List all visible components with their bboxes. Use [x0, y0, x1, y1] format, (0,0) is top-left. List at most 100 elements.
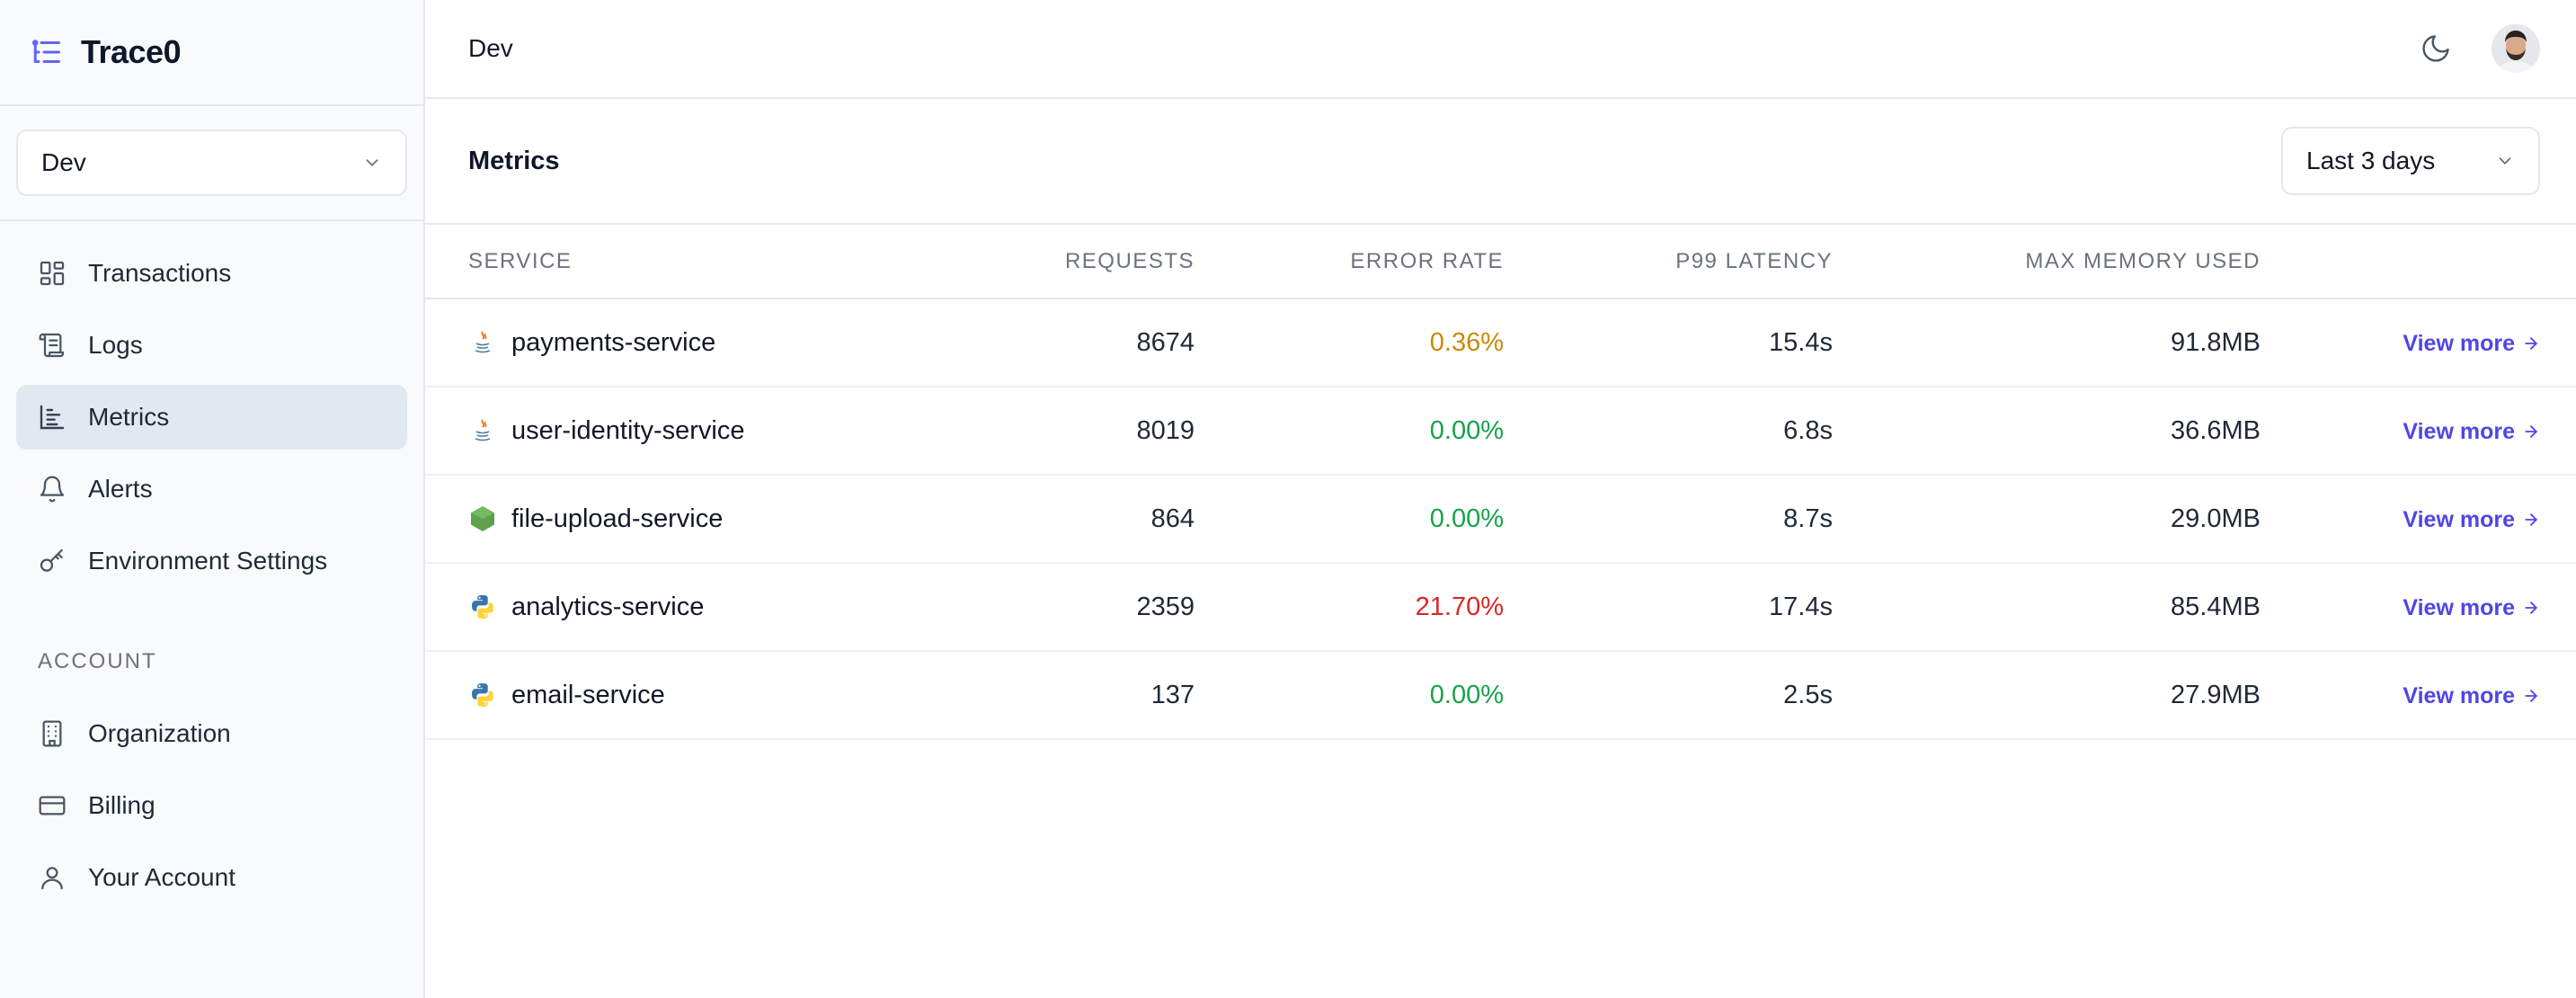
view-more-link[interactable]: View more: [2403, 507, 2540, 533]
error-rate-cell: 21.70%: [1195, 563, 1504, 652]
memory-cell: 36.6MB: [1833, 387, 2261, 476]
sidebar-item-your-account[interactable]: Your Account: [16, 845, 407, 910]
p99-latency-cell: 8.7s: [1504, 475, 1833, 564]
sidebar-item-label: Your Account: [88, 863, 235, 891]
p99-latency-cell: 15.4s: [1504, 299, 1833, 388]
requests-cell: 8674: [928, 299, 1195, 388]
table-row[interactable]: payments-service 8674 0.36% 15.4s 91.8MB…: [425, 299, 2576, 388]
account-section-label: ACCOUNT: [38, 649, 157, 673]
chevron-down-icon: [2495, 151, 2515, 171]
python-icon: [468, 681, 497, 709]
sidebar-item-transactions[interactable]: Transactions: [16, 241, 407, 306]
environment-select-value: Dev: [41, 148, 86, 176]
view-more-label: View more: [2403, 418, 2515, 444]
brand-name: Trace0: [81, 33, 182, 70]
metrics-header: Metrics Last 3 days: [425, 99, 2576, 225]
bar-chart-icon: [38, 403, 67, 432]
table-row[interactable]: file-upload-service 864 0.00% 8.7s 29.0M…: [425, 475, 2576, 564]
user-icon: [38, 863, 67, 892]
top-bar: Dev: [425, 0, 2576, 99]
error-rate-cell: 0.36%: [1195, 299, 1504, 388]
service-name: user-identity-service: [511, 415, 745, 445]
view-more-link[interactable]: View more: [2403, 683, 2540, 709]
memory-cell: 29.0MB: [1833, 475, 2261, 564]
environment-switcher-wrap: Dev: [0, 106, 423, 221]
error-rate-cell: 0.00%: [1195, 387, 1504, 476]
p99-latency-cell: 6.8s: [1504, 387, 1833, 476]
sidebar-item-environment-settings[interactable]: Environment Settings: [16, 529, 407, 593]
view-more-label: View more: [2403, 682, 2515, 708]
time-range-value: Last 3 days: [2306, 147, 2436, 174]
bell-icon: [38, 475, 67, 503]
error-rate-cell: 0.00%: [1195, 475, 1504, 564]
service-name: payments-service: [511, 327, 716, 357]
top-actions: [2420, 24, 2540, 73]
sidebar-item-logs[interactable]: Logs: [16, 313, 407, 378]
metrics-table: SERVICE REQUESTS ERROR RATE P99 LATENCY …: [425, 225, 2576, 740]
view-more-label: View more: [2403, 330, 2515, 356]
service-name: analytics-service: [511, 592, 705, 621]
sidebar-nav: Transactions Logs Metrics Alerts: [0, 221, 423, 910]
service-name: file-upload-service: [511, 503, 724, 533]
table-row[interactable]: email-service 137 0.00% 2.5s 27.9MB View…: [425, 651, 2576, 740]
sidebar-item-alerts[interactable]: Alerts: [16, 457, 407, 521]
memory-cell: 91.8MB: [1833, 299, 2261, 388]
view-more-label: View more: [2403, 594, 2515, 620]
arrow-right-icon: [2522, 423, 2540, 441]
view-more-link[interactable]: View more: [2403, 419, 2540, 445]
nodejs-icon: [468, 504, 497, 533]
list-tree-icon: [31, 36, 63, 68]
requests-cell: 137: [928, 651, 1195, 740]
dashboard-icon: [38, 259, 67, 288]
main-content: Dev Metrics Last 3 d: [425, 0, 2576, 998]
column-header-max-memory: MAX MEMORY USED: [1833, 225, 2261, 299]
view-more-link[interactable]: View more: [2403, 595, 2540, 621]
brand[interactable]: Trace0: [0, 0, 423, 106]
column-header-actions: [2261, 225, 2576, 299]
python-icon: [468, 593, 497, 621]
chevron-down-icon: [362, 153, 382, 173]
table-row[interactable]: analytics-service 2359 21.70% 17.4s 85.4…: [425, 563, 2576, 652]
column-header-service: SERVICE: [425, 225, 928, 299]
sidebar-item-label: Alerts: [88, 475, 153, 503]
requests-cell: 864: [928, 475, 1195, 564]
p99-latency-cell: 17.4s: [1504, 563, 1833, 652]
sidebar: Trace0 Dev Transactions Logs: [0, 0, 425, 998]
column-header-p99-latency: P99 LATENCY: [1504, 225, 1833, 299]
error-rate-cell: 0.00%: [1195, 651, 1504, 740]
column-header-requests: REQUESTS: [928, 225, 1195, 299]
sidebar-item-label: Organization: [88, 719, 231, 747]
building-icon: [38, 719, 67, 748]
view-more-label: View more: [2403, 506, 2515, 532]
sidebar-item-billing[interactable]: Billing: [16, 773, 407, 838]
environment-select[interactable]: Dev: [16, 129, 407, 196]
metrics-title: Metrics: [468, 146, 560, 175]
java-icon: [468, 328, 497, 357]
page-title: Dev: [468, 34, 513, 62]
arrow-right-icon: [2522, 687, 2540, 705]
memory-cell: 85.4MB: [1833, 563, 2261, 652]
sidebar-item-label: Metrics: [88, 403, 170, 431]
arrow-right-icon: [2522, 334, 2540, 352]
time-range-select[interactable]: Last 3 days: [2281, 127, 2540, 195]
moon-icon[interactable]: [2420, 32, 2452, 65]
p99-latency-cell: 2.5s: [1504, 651, 1833, 740]
java-icon: [468, 416, 497, 445]
arrow-right-icon: [2522, 511, 2540, 529]
credit-card-icon: [38, 791, 67, 820]
service-name: email-service: [511, 680, 665, 709]
table-header-row: SERVICE REQUESTS ERROR RATE P99 LATENCY …: [425, 225, 2576, 299]
view-more-link[interactable]: View more: [2403, 331, 2540, 357]
scroll-icon: [38, 331, 67, 360]
sidebar-item-metrics[interactable]: Metrics: [16, 385, 407, 450]
arrow-right-icon: [2522, 599, 2540, 617]
sidebar-item-organization[interactable]: Organization: [16, 701, 407, 766]
key-icon: [38, 547, 67, 575]
memory-cell: 27.9MB: [1833, 651, 2261, 740]
table-row[interactable]: user-identity-service 8019 0.00% 6.8s 36…: [425, 387, 2576, 476]
sidebar-item-label: Billing: [88, 791, 155, 819]
avatar[interactable]: [2492, 24, 2540, 73]
sidebar-item-label: Transactions: [88, 259, 232, 287]
column-header-error-rate: ERROR RATE: [1195, 225, 1504, 299]
